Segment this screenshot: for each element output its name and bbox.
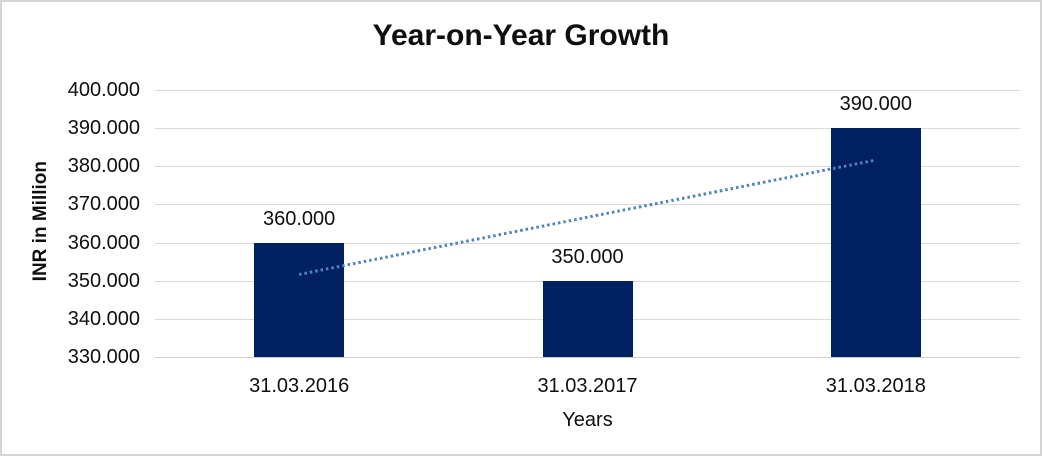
data-label: 350.000 — [551, 245, 624, 268]
y-axis-tick-label: 350.000 — [67, 269, 140, 292]
gridline — [155, 357, 1020, 358]
chart-title: Year-on-Year Growth — [372, 19, 670, 52]
gridline — [155, 242, 1020, 244]
gridline — [155, 128, 1020, 130]
x-axis-tick-label: 31.03.2016 — [249, 375, 350, 397]
gridline — [155, 166, 1020, 168]
y-axis-tick-label: 380.000 — [67, 155, 140, 178]
gridline — [155, 204, 1020, 206]
y-axis-tick-label: 340.000 — [67, 307, 140, 330]
x-axis-tick-label: 31.03.2017 — [537, 375, 638, 397]
gridline — [155, 90, 1020, 91]
x-axis-tick-label: 31.03.2018 — [825, 375, 926, 397]
y-axis-tick-label: 390.000 — [67, 117, 140, 140]
y-axis-tick-label: 330.000 — [67, 346, 140, 368]
x-axis-title: Years — [562, 409, 613, 431]
y-axis-tick-label: 370.000 — [67, 193, 140, 216]
y-axis-tick-label: 400.000 — [67, 79, 140, 101]
bar — [830, 128, 921, 357]
data-label: 360.000 — [263, 207, 336, 230]
y-axis-tick-label: 360.000 — [67, 231, 140, 254]
bar — [254, 242, 345, 357]
y-axis-tick-labels: 330.000 340.000 350.000 360.000 370.000 380.0… — [2, 2, 140, 454]
bar — [542, 280, 633, 357]
data-label: 390.000 — [839, 93, 912, 116]
plot-area: 360.000 350.000 390.000 — [155, 90, 1020, 358]
